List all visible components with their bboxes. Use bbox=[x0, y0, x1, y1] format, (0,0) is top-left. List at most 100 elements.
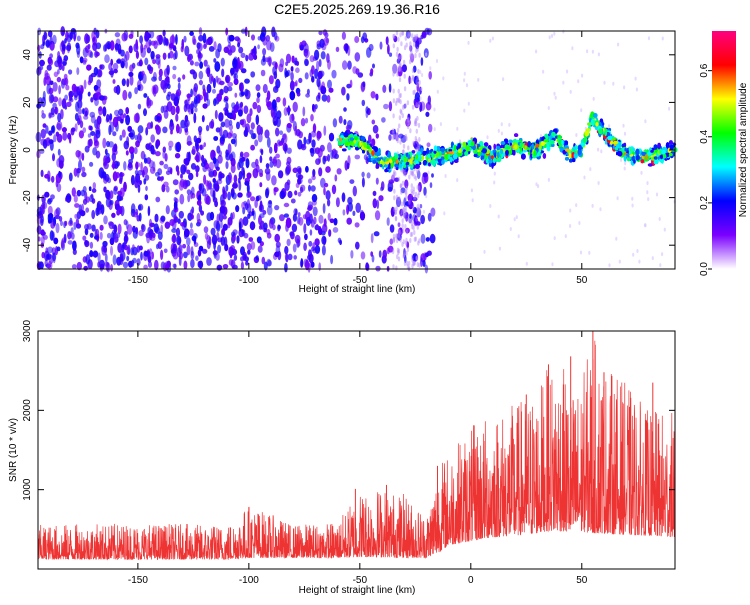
noise-cell bbox=[477, 78, 479, 82]
noise-cell bbox=[632, 204, 634, 208]
noise-cell bbox=[166, 65, 170, 75]
noise-cell bbox=[90, 112, 96, 118]
noise-cell bbox=[71, 128, 75, 136]
noise-cell bbox=[225, 185, 228, 192]
noise-cell bbox=[113, 187, 117, 195]
noise-cell bbox=[429, 66, 431, 70]
noise-cell bbox=[501, 132, 503, 136]
noise-cell bbox=[114, 69, 118, 74]
noise-cell bbox=[57, 77, 61, 82]
noise-cell bbox=[187, 194, 190, 203]
noise-cell bbox=[191, 214, 194, 219]
noise-cell bbox=[398, 196, 400, 201]
signal-cell bbox=[602, 122, 604, 125]
noise-cell bbox=[668, 107, 670, 111]
noise-cell bbox=[239, 221, 242, 231]
noise-cell bbox=[291, 114, 294, 122]
noise-cell bbox=[300, 44, 304, 50]
noise-cell bbox=[123, 262, 128, 268]
noise-cell bbox=[588, 251, 590, 255]
noise-cell bbox=[406, 186, 408, 191]
noise-cell bbox=[250, 196, 255, 201]
noise-cell bbox=[209, 121, 214, 129]
noise-cell bbox=[365, 262, 369, 270]
noise-cell bbox=[39, 261, 44, 269]
noise-cell bbox=[308, 241, 312, 247]
noise-cell bbox=[416, 129, 418, 134]
noise-cell bbox=[417, 225, 419, 230]
noise-cell bbox=[603, 81, 605, 85]
noise-cell bbox=[145, 143, 150, 150]
noise-cell bbox=[406, 229, 408, 234]
noise-cell bbox=[196, 165, 200, 172]
signal-cell bbox=[624, 148, 626, 152]
signal-cell bbox=[440, 148, 445, 152]
noise-cell bbox=[290, 91, 296, 100]
signal-cell bbox=[423, 160, 427, 166]
signal-cell bbox=[527, 141, 531, 147]
noise-cell bbox=[430, 234, 436, 244]
noise-cell bbox=[283, 97, 287, 106]
noise-cell bbox=[405, 134, 407, 139]
noise-cell bbox=[664, 228, 666, 232]
noise-cell bbox=[206, 180, 209, 191]
noise-cell bbox=[186, 170, 190, 175]
noise-cell bbox=[198, 43, 203, 52]
noise-cell bbox=[163, 147, 166, 153]
noise-cell bbox=[308, 185, 311, 192]
noise-cell bbox=[244, 89, 248, 97]
noise-cell bbox=[45, 125, 48, 134]
noise-cell bbox=[172, 66, 176, 71]
noise-cell bbox=[109, 222, 115, 229]
signal-cell bbox=[565, 157, 569, 161]
noise-cell bbox=[278, 225, 281, 230]
noise-cell bbox=[274, 234, 280, 243]
noise-cell bbox=[303, 243, 307, 251]
noise-cell bbox=[343, 209, 346, 215]
noise-cell bbox=[175, 153, 180, 158]
noise-cell bbox=[202, 115, 205, 122]
noise-cell bbox=[287, 123, 292, 128]
noise-cell bbox=[307, 206, 312, 211]
noise-cell bbox=[173, 264, 177, 268]
noise-cell bbox=[80, 210, 85, 216]
noise-cell bbox=[269, 75, 274, 84]
noise-cell bbox=[393, 237, 395, 242]
noise-cell bbox=[104, 54, 110, 63]
noise-cell bbox=[211, 228, 216, 236]
noise-cell bbox=[389, 83, 392, 93]
signal-cell bbox=[380, 164, 383, 167]
signal-cell bbox=[531, 143, 534, 149]
noise-cell bbox=[259, 225, 262, 230]
noise-cell bbox=[315, 147, 320, 154]
noise-cell bbox=[659, 217, 661, 221]
noise-cell bbox=[399, 115, 401, 120]
noise-cell bbox=[294, 190, 297, 195]
noise-cell bbox=[234, 74, 237, 79]
noise-cell bbox=[416, 211, 418, 216]
noise-cell bbox=[190, 259, 195, 268]
noise-cell bbox=[312, 249, 317, 254]
noise-cell bbox=[222, 186, 225, 194]
noise-cell bbox=[58, 171, 61, 178]
noise-cell bbox=[274, 32, 277, 41]
signal-cell bbox=[604, 130, 607, 137]
noise-cell bbox=[49, 93, 54, 103]
noise-cell bbox=[437, 90, 439, 94]
noise-cell bbox=[413, 42, 415, 47]
noise-cell bbox=[83, 115, 88, 120]
noise-cell bbox=[124, 30, 129, 41]
x-tick-label: -100 bbox=[239, 275, 259, 286]
noise-cell bbox=[160, 176, 163, 181]
noise-cell bbox=[109, 113, 112, 120]
signal-cell bbox=[377, 157, 381, 161]
noise-cell bbox=[286, 218, 292, 229]
noise-cell bbox=[562, 30, 564, 34]
noise-cell bbox=[280, 191, 286, 200]
noise-cell bbox=[226, 76, 229, 83]
noise-cell bbox=[256, 84, 261, 91]
noise-cell bbox=[206, 92, 209, 101]
noise-cell bbox=[141, 71, 145, 76]
noise-cell bbox=[418, 137, 420, 142]
noise-cell bbox=[430, 182, 433, 188]
